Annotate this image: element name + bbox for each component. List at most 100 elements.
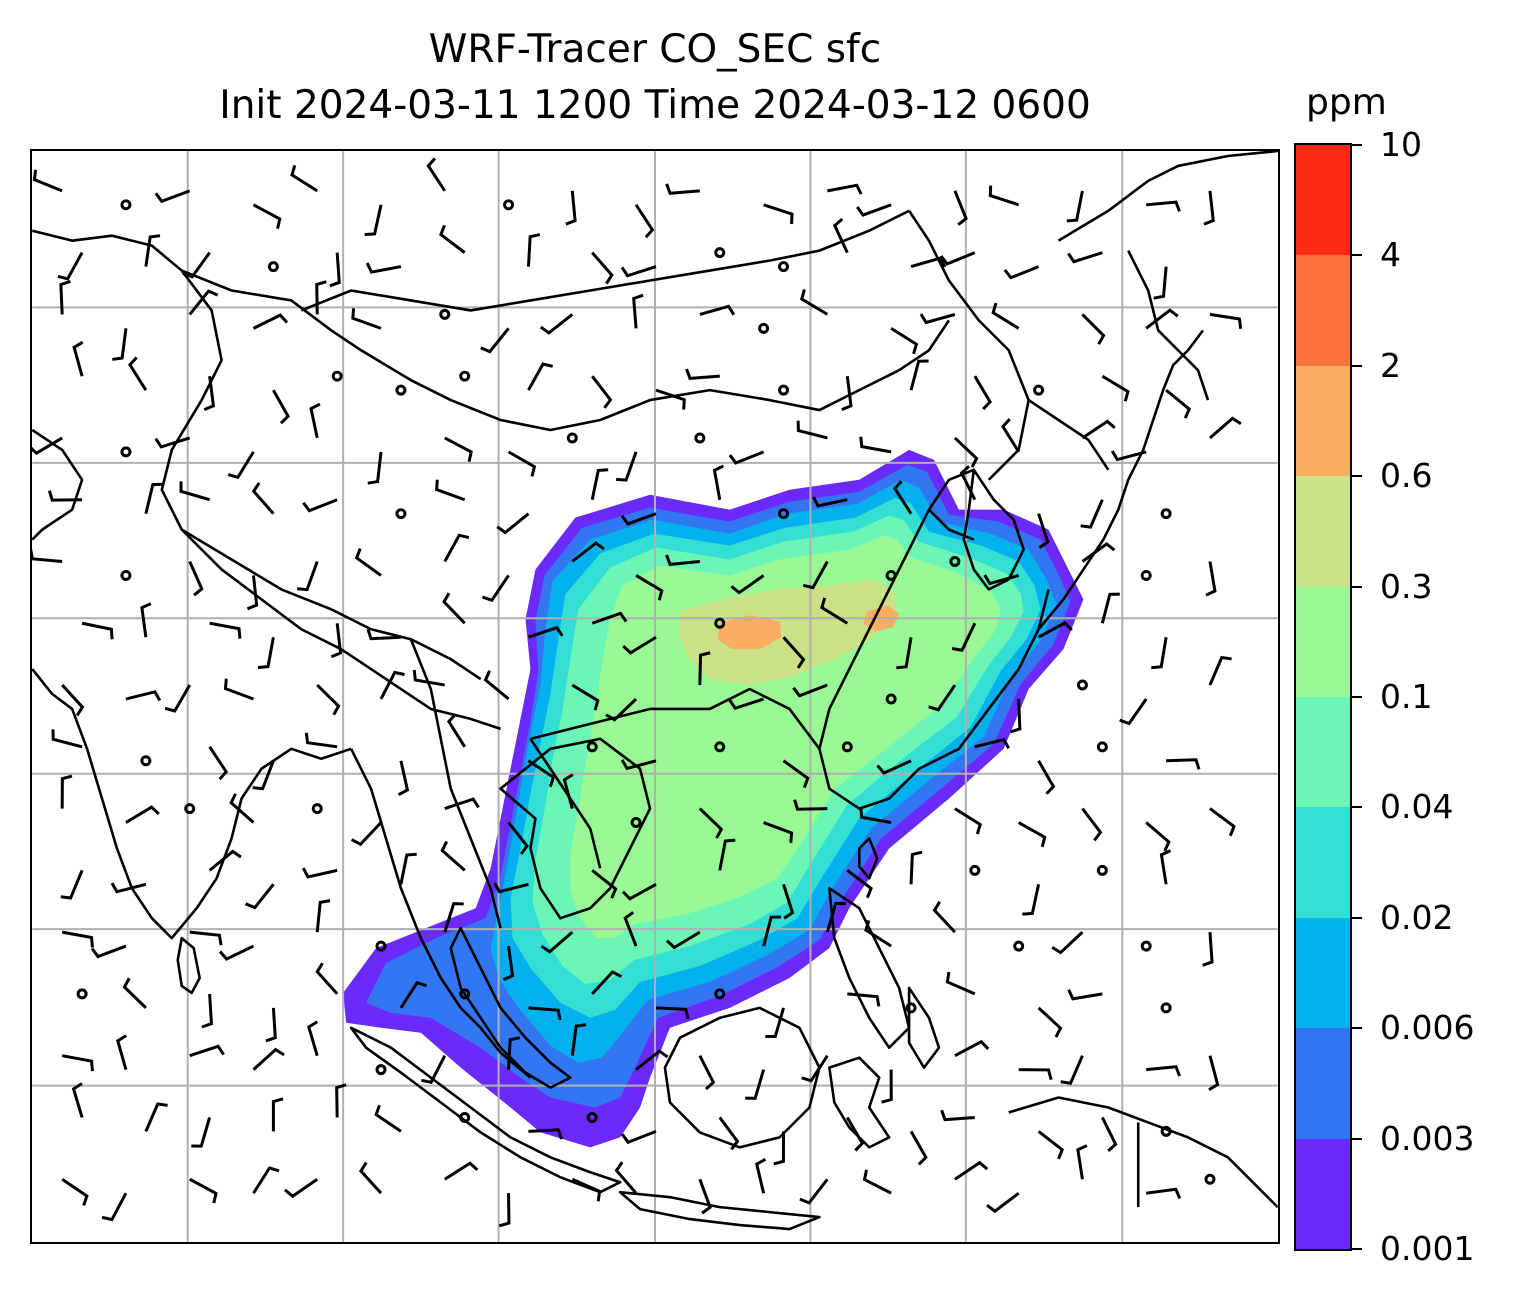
wind-barb [685, 368, 720, 380]
colorbar-tick [1352, 806, 1362, 809]
wind-barb [1209, 807, 1236, 837]
wind-barb [47, 490, 83, 502]
wind-barb [439, 224, 466, 254]
wind-barb [782, 636, 806, 669]
wind-barb [832, 217, 849, 254]
wind-barb [527, 362, 554, 391]
calm-wind-marker [1076, 679, 1088, 691]
wind-barb [110, 882, 147, 894]
wind-barb [350, 821, 383, 847]
gridlines [32, 151, 1278, 1242]
wind-barb [189, 1044, 225, 1058]
calm-wind-marker [120, 199, 132, 211]
wind-barb [60, 869, 84, 900]
wind-barb [1205, 561, 1217, 597]
wind-barb [335, 1083, 347, 1118]
wind-barb [841, 375, 853, 412]
colorbar-tick [1352, 364, 1362, 367]
wind-barb [164, 684, 192, 713]
wind-barb [591, 375, 613, 409]
colorbar-tick-label: 0.3 [1380, 566, 1433, 606]
map-panel [30, 149, 1280, 1244]
colorbar-segment [1296, 917, 1350, 1029]
wind-barb [1017, 821, 1047, 848]
wind-barb [718, 1116, 740, 1151]
wind-barb [745, 1069, 766, 1100]
wind-barb [252, 760, 275, 791]
tracer-level-0.3 [679, 579, 898, 686]
calm-wind-marker [375, 1064, 387, 1076]
wind-barb [846, 869, 873, 899]
coastline-indochina [499, 737, 652, 920]
border-central-asia [32, 229, 501, 731]
colorbar-tick [1352, 475, 1362, 478]
wind-barb [635, 574, 664, 601]
wind-barb [1100, 592, 1120, 624]
wind-barb [591, 970, 623, 995]
calm-wind-marker [1160, 1002, 1172, 1014]
wind-barb [846, 1116, 865, 1152]
wind-barb [412, 669, 446, 687]
colorbar-tick-label: 0.1 [1380, 677, 1433, 716]
wind-barb [1066, 190, 1084, 223]
wind-barb [59, 280, 71, 315]
wind-barb [1166, 758, 1201, 770]
wind-barb [539, 313, 574, 335]
wind-barb [399, 980, 428, 1009]
tracer-level-0.6 [717, 605, 900, 650]
wind-barb [1202, 932, 1214, 967]
wind-barb [1153, 266, 1168, 300]
calm-wind-marker [459, 988, 471, 1000]
wind-barb [1101, 1116, 1118, 1153]
wind-barb [296, 560, 319, 592]
wind-barb [890, 327, 919, 355]
calm-wind-marker [1096, 741, 1108, 753]
wind-barb [189, 930, 223, 946]
wind-barb [112, 328, 128, 361]
wind-barb [954, 807, 982, 835]
wind-barb [399, 852, 417, 885]
wind-barb [799, 1178, 829, 1205]
calm-wind-marker [949, 556, 961, 567]
wind-barb [802, 560, 829, 590]
wind-barb [257, 636, 275, 669]
colorbar-tick [1352, 585, 1362, 588]
colorbar-tick [1352, 254, 1362, 257]
colorbar [1294, 143, 1352, 1251]
coastline-new-guinea [1008, 1096, 1278, 1209]
wind-barb [366, 628, 402, 641]
calm-wind-marker [778, 508, 790, 520]
wind-barb [329, 252, 341, 288]
wind-barb [154, 189, 191, 204]
wind-barb [442, 592, 466, 625]
coastline-java [618, 1190, 821, 1231]
calm-wind-marker [267, 261, 279, 273]
colorbar-segment [1296, 476, 1350, 587]
colorbar-unit: ppm [1306, 82, 1387, 123]
wind-barb [483, 670, 510, 701]
wind-barb [271, 1097, 284, 1132]
wind-barb [699, 304, 736, 316]
wind-barb [498, 1193, 511, 1228]
wind-barb [444, 436, 473, 462]
wind-barb [116, 1034, 128, 1071]
border-china-russia-east [907, 210, 1030, 481]
wind-barb [481, 574, 510, 603]
wind-barb [443, 533, 470, 563]
wind-barb [1018, 1068, 1053, 1080]
wind-barb [251, 482, 275, 515]
calm-wind-marker [586, 1111, 598, 1123]
wind-barb [218, 944, 255, 961]
coastline-sri-lanka [176, 936, 201, 995]
wind-barb [988, 185, 1020, 207]
wind-barb [847, 992, 881, 1007]
wind-barb [622, 635, 657, 655]
wind-barb [762, 915, 782, 947]
border-china-north [181, 269, 951, 432]
wind-barb [825, 901, 846, 933]
colorbar-tick [1352, 1248, 1362, 1250]
wind-barb [616, 451, 638, 482]
wind-barb [655, 1006, 690, 1020]
calm-wind-marker [714, 741, 726, 753]
calm-wind-marker [1013, 940, 1025, 952]
